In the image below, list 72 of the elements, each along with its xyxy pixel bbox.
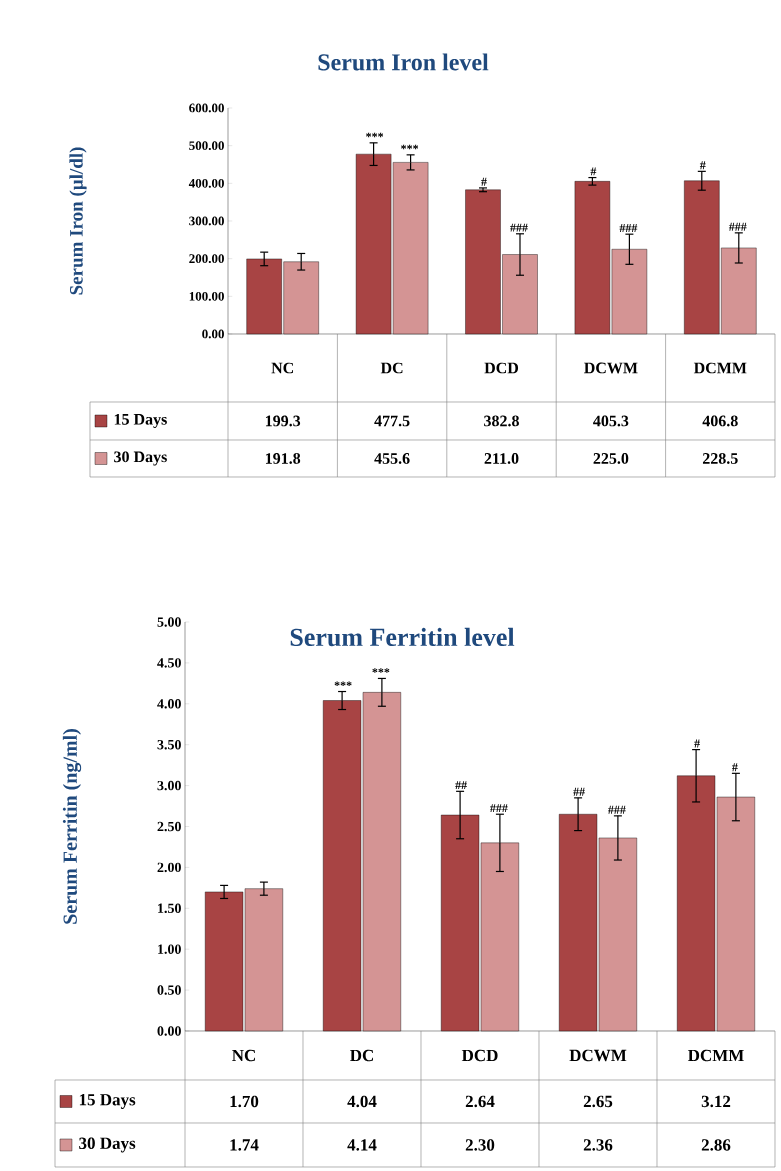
legend-label: 30 Days <box>79 1137 136 1153</box>
data-label: 225.0 <box>593 453 629 464</box>
x-tick-label: DCWM <box>584 362 638 374</box>
y-tick-label: 0.50 <box>157 985 181 995</box>
y-axis-title: Serum Ferritin (ng/ml) <box>62 729 82 924</box>
x-tick-label: DCMM <box>687 1049 744 1062</box>
data-label: 405.3 <box>593 415 629 427</box>
annotation: # <box>590 167 597 176</box>
data-label: 1.74 <box>230 1139 259 1151</box>
y-tick-label: 1.00 <box>158 944 181 954</box>
y-axis-title: Serum Iron (µl/dl) <box>69 147 87 295</box>
y-tick-label: 0.00 <box>202 329 224 339</box>
annotation: # <box>694 739 700 748</box>
annotation: *** <box>334 681 352 686</box>
y-tick-label: 4.50 <box>157 658 181 668</box>
y-tick-label: 600.00 <box>189 103 224 113</box>
annotation: # <box>481 177 487 186</box>
data-label: 2.86 <box>701 1139 731 1151</box>
data-label: 228.5 <box>702 453 738 464</box>
chart-title: Serum Ferritin level <box>290 627 515 647</box>
legend-label: 15 Days <box>79 1094 136 1109</box>
annotation: *** <box>401 144 419 150</box>
y-tick-label: 4.00 <box>157 699 181 709</box>
x-tick-label: DCWM <box>569 1049 627 1062</box>
data-label: 1.70 <box>230 1095 259 1108</box>
y-tick-label: 2.50 <box>157 821 181 832</box>
data-label: 191.8 <box>265 453 301 464</box>
x-tick-label: NC <box>271 362 294 374</box>
data-label: 2.64 <box>465 1095 495 1108</box>
y-tick-label: 5.00 <box>157 617 181 627</box>
data-label: 382.8 <box>484 415 519 427</box>
x-tick-label: DC <box>380 362 403 374</box>
data-label: 2.36 <box>583 1139 613 1151</box>
y-tick-label: 3.50 <box>157 739 181 750</box>
annotation: ## <box>573 787 585 796</box>
data-label: 211.0 <box>484 453 519 464</box>
annotation: *** <box>366 132 384 138</box>
chart-title: Serum Iron level <box>318 53 489 71</box>
y-tick-label: 3.00 <box>157 780 181 791</box>
x-tick-label: DC <box>350 1049 373 1062</box>
data-label: 2.65 <box>583 1095 613 1108</box>
annotation: ### <box>619 224 638 232</box>
data-label: 4.14 <box>347 1139 377 1151</box>
annotation: ### <box>490 804 508 813</box>
annotation: *** <box>372 668 390 673</box>
y-tick-label: 1.50 <box>158 903 181 914</box>
data-label: 3.12 <box>701 1095 731 1108</box>
annotation: # <box>699 161 706 170</box>
data-label: 199.3 <box>265 415 301 427</box>
data-label: 406.8 <box>702 415 738 427</box>
x-tick-label: NC <box>232 1049 255 1062</box>
y-tick-label: 2.00 <box>157 862 181 873</box>
annotation: ### <box>608 805 626 814</box>
data-label: 2.30 <box>465 1139 495 1151</box>
legend-label: 15 Days <box>114 414 167 428</box>
data-label: 455.6 <box>374 453 410 464</box>
annotation: ## <box>455 781 467 790</box>
x-tick-label: DCD <box>484 362 519 374</box>
y-tick-label: 200.00 <box>189 254 224 264</box>
annotation: ### <box>510 223 528 232</box>
x-tick-label: DCMM <box>693 362 747 374</box>
y-tick-label: 0.00 <box>157 1026 181 1036</box>
data-label: 4.04 <box>347 1095 377 1108</box>
y-tick-label: 100.00 <box>189 291 224 301</box>
annotation: # <box>732 763 738 772</box>
y-tick-label: 300.00 <box>189 216 224 226</box>
x-tick-label: DCD <box>461 1049 498 1062</box>
y-tick-label: 400.00 <box>188 178 224 188</box>
annotation: ### <box>728 222 747 231</box>
data-label: 477.5 <box>374 415 410 427</box>
legend-label: 30 Days <box>114 451 167 466</box>
y-tick-label: 500.00 <box>189 141 224 151</box>
